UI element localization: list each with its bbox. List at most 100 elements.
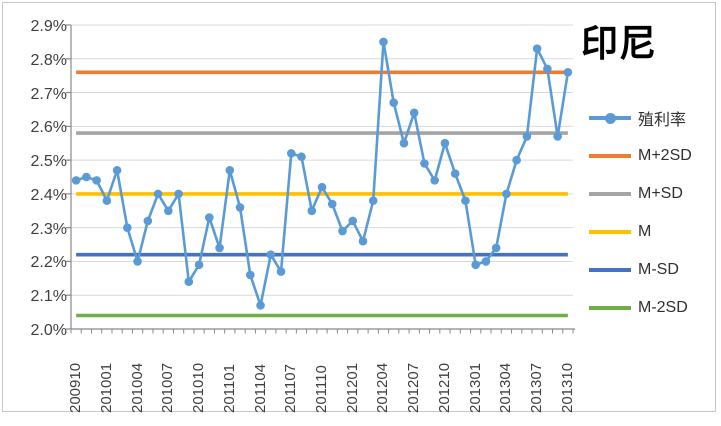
- data-point: [430, 176, 439, 185]
- data-point: [307, 206, 317, 216]
- y-axis-tick-label: 2.2%: [30, 254, 67, 272]
- y-axis-tick-label: 2.3%: [30, 220, 67, 238]
- x-axis-tick-label: 201001: [97, 362, 115, 413]
- x-axis-tick-label: 201007: [159, 362, 177, 413]
- x-axis-tick-label: 201204: [374, 362, 392, 413]
- data-point: [502, 189, 511, 199]
- data-point: [358, 236, 368, 246]
- legend-item-M+SD: M+SD: [589, 175, 692, 213]
- legend-line-swatch: [589, 154, 631, 158]
- data-point: [123, 223, 132, 232]
- x-axis-tick-label: 200910: [67, 362, 85, 413]
- data-point: [379, 37, 388, 47]
- data-point: [143, 216, 153, 226]
- data-point: [409, 108, 419, 118]
- x-axis-tick-label: 201110: [313, 365, 330, 413]
- data-point: [471, 260, 480, 270]
- data-point: [522, 132, 532, 141]
- data-point: [389, 98, 399, 107]
- data-point: [450, 169, 460, 178]
- data-point: [245, 270, 255, 280]
- data-point: [102, 196, 112, 205]
- legend-label: M-2SD: [638, 299, 688, 316]
- x-axis-tick-label: 201301: [466, 362, 484, 413]
- y-axis-tick-label: 2.1%: [30, 288, 67, 306]
- chart-frame: 印尼 2.9% 2.8% 2.7% 2.6% 2.5% 2.4% 2.3% 2.2% 2.1% 2…: [2, 2, 716, 413]
- data-point: [71, 176, 81, 185]
- x-axis-tick-label: 201207: [405, 362, 423, 413]
- legend-item-殖利率: 殖利率: [589, 99, 692, 137]
- legend: 殖利率 M+2SD M+SD M M-SD M-2SD: [589, 99, 692, 327]
- data-point: [164, 206, 173, 216]
- x-axis-tick-label: 201004: [128, 362, 146, 413]
- data-point: [461, 196, 470, 205]
- x-axis-tick-label: 201307: [528, 362, 546, 413]
- data-point: [82, 172, 91, 182]
- y-axis-tick-label: 2.9%: [30, 18, 67, 35]
- data-point: [225, 165, 235, 175]
- legend-label: M+SD: [638, 185, 683, 202]
- legend-item-M-2SD: M-2SD: [589, 289, 692, 327]
- data-point: [543, 64, 552, 74]
- legend-label: M: [638, 223, 652, 240]
- data-point: [327, 199, 337, 209]
- data-point: [276, 267, 286, 276]
- legend-line-swatch: [589, 230, 631, 234]
- x-axis-tick-label: 201310: [558, 362, 576, 413]
- data-point: [491, 243, 501, 253]
- data-point: [235, 203, 245, 212]
- x-axis-tick-label: 201010: [190, 362, 208, 413]
- data-point: [420, 159, 429, 168]
- data-point: [112, 165, 122, 175]
- x-axis-tick-label: 201304: [497, 362, 515, 413]
- legend-item-M-SD: M-SD: [589, 251, 692, 289]
- legend-label: 殖利率: [638, 112, 687, 129]
- data-point: [174, 189, 183, 199]
- legend-line-swatch: [589, 268, 631, 272]
- data-point: [297, 152, 306, 162]
- data-point: [348, 216, 358, 226]
- data-point: [215, 243, 224, 253]
- data-point: [92, 176, 101, 185]
- data-point: [205, 213, 214, 222]
- plot-area: [66, 24, 575, 334]
- data-point: [368, 196, 378, 205]
- data-point: [194, 260, 204, 270]
- x-axis-tick-label: 201201: [343, 362, 361, 413]
- x-axis-tick-label: 201101: [220, 364, 238, 413]
- data-point: [481, 257, 491, 266]
- legend-line-swatch: [589, 112, 631, 124]
- legend-item-M+2SD: M+2SD: [589, 137, 692, 175]
- data-point: [184, 277, 194, 287]
- x-axis-tick-label: 201210: [435, 362, 453, 413]
- legend-item-M: M: [589, 213, 692, 251]
- data-point: [317, 182, 327, 192]
- data-point: [440, 138, 450, 148]
- data-point: [553, 132, 562, 141]
- data-point: [133, 257, 142, 266]
- legend-label: M-SD: [638, 261, 679, 278]
- data-point: [286, 149, 296, 158]
- y-axis-tick-label: 2.6%: [30, 119, 67, 137]
- y-axis-tick-label: 2.8%: [30, 51, 67, 69]
- y-axis-tick-label: 2.4%: [30, 186, 67, 204]
- x-axis-tick-label: 201104: [251, 364, 269, 413]
- series-line-yield: [75, 40, 570, 307]
- legend-line-swatch: [589, 306, 631, 310]
- y-axis-tick-label: 2.7%: [30, 85, 67, 103]
- data-point: [338, 226, 347, 236]
- x-axis-tick-label: 201107: [282, 364, 300, 413]
- chart-title: 印尼: [581, 23, 657, 64]
- legend-line-swatch: [589, 192, 631, 196]
- data-point: [399, 138, 409, 148]
- y-axis-tick-label: 2.5%: [30, 153, 67, 171]
- data-point: [266, 250, 276, 259]
- data-point: [532, 44, 542, 53]
- data-point: [563, 67, 573, 77]
- data-point: [256, 301, 265, 310]
- data-point: [153, 189, 163, 199]
- legend-label: M+2SD: [638, 147, 692, 164]
- data-point: [512, 155, 521, 165]
- legend-marker-dot: [605, 112, 616, 124]
- y-axis-tick-label: 2.0%: [30, 322, 67, 339]
